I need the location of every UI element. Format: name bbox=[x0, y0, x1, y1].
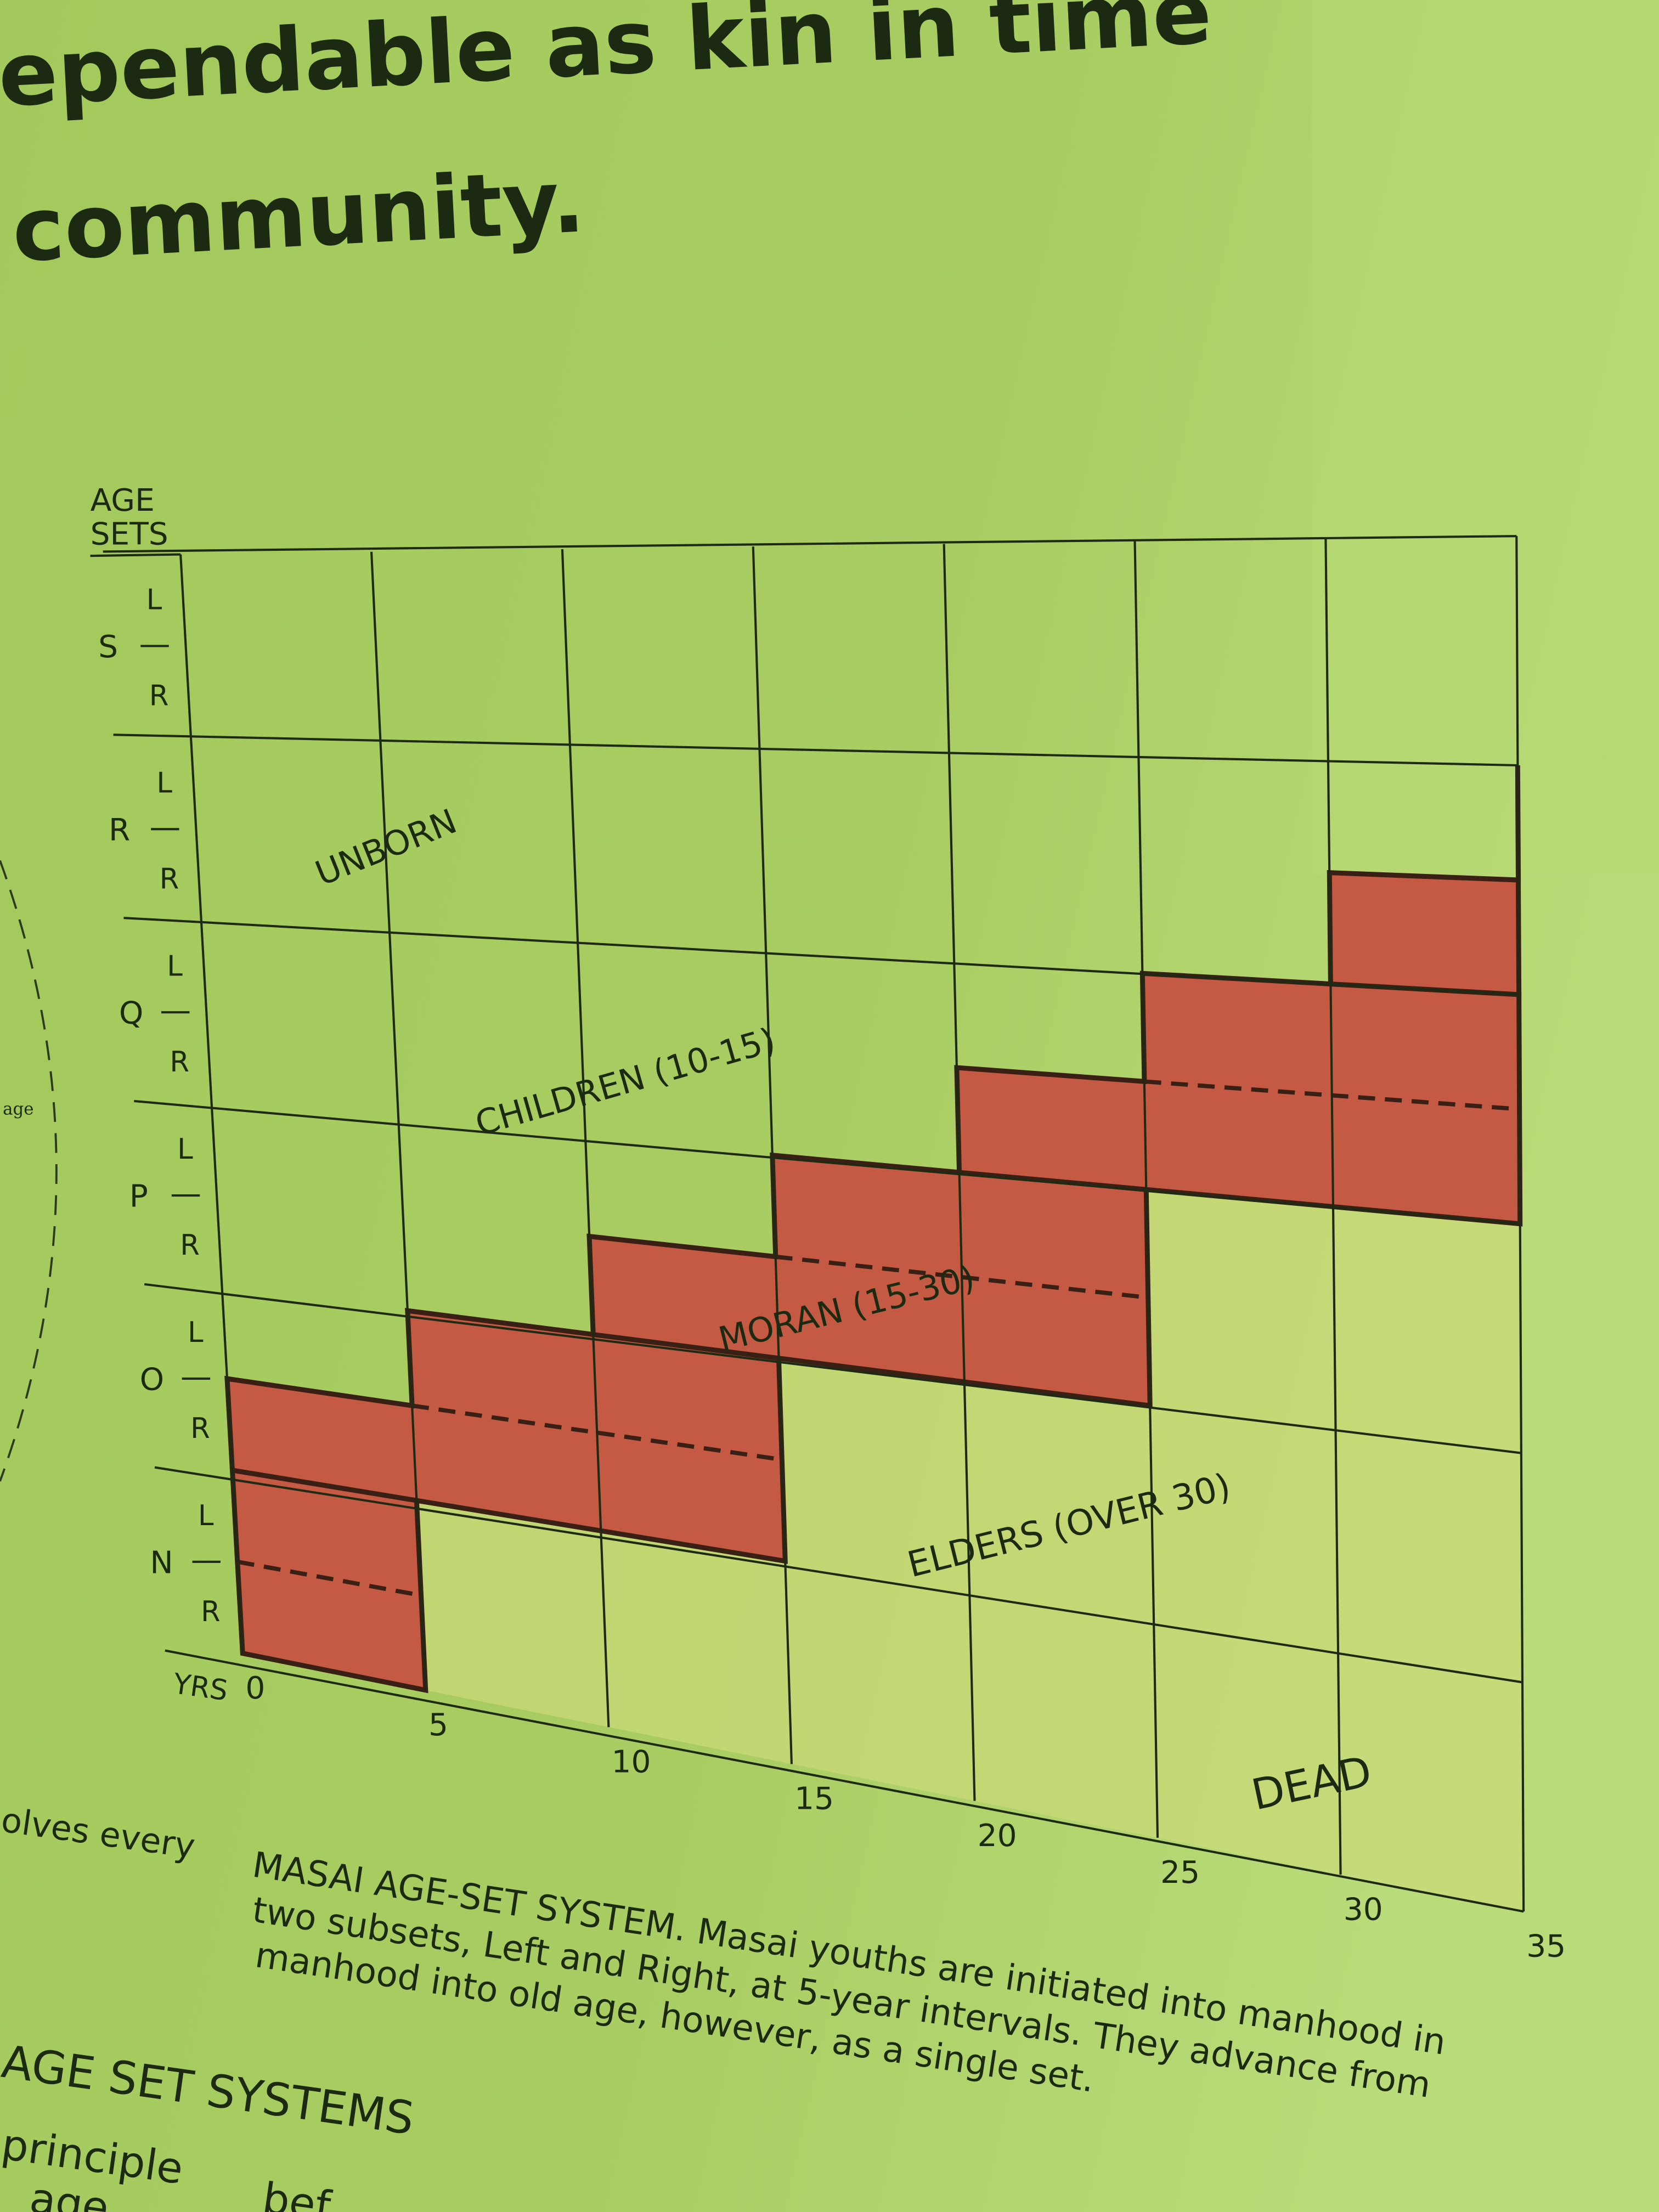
x-tick-label: 0 bbox=[245, 1670, 265, 1706]
grid-horizontal bbox=[123, 917, 1519, 996]
subset-label: R bbox=[170, 1046, 189, 1079]
grid-horizontal bbox=[113, 733, 1518, 767]
moran-divider bbox=[237, 1559, 422, 1598]
age-set-label: Q bbox=[119, 995, 144, 1031]
subset-label: L bbox=[156, 767, 172, 800]
x-tick-label: 20 bbox=[978, 1818, 1017, 1854]
grid-horizontal bbox=[154, 1466, 1523, 1684]
subset-label: R bbox=[201, 1595, 221, 1628]
grid-horizontal bbox=[165, 1649, 1524, 1913]
subset-label: R bbox=[160, 862, 179, 895]
grid-horizontal bbox=[144, 1283, 1522, 1454]
subset-label: R bbox=[190, 1412, 210, 1445]
x-tick-label: 30 bbox=[1344, 1891, 1383, 1927]
axis-line bbox=[90, 553, 181, 557]
subset-label: L bbox=[146, 584, 162, 617]
age-set-label: P bbox=[129, 1178, 148, 1215]
age-set-label: O bbox=[140, 1362, 165, 1398]
subset-label: R bbox=[180, 1229, 200, 1262]
reflection bbox=[1312, 0, 1659, 875]
subset-label: L bbox=[167, 950, 183, 983]
axis-title: SETS bbox=[91, 516, 168, 552]
x-tick-label: 15 bbox=[794, 1781, 834, 1817]
grid-horizontal bbox=[134, 1099, 1520, 1225]
moran-divider bbox=[775, 1254, 1149, 1300]
side-text: age bbox=[3, 1099, 33, 1119]
subset-label: L bbox=[198, 1499, 214, 1532]
axis-title: AGE bbox=[91, 482, 155, 518]
age-set-label: S bbox=[98, 629, 118, 665]
age-set-label: R bbox=[109, 812, 130, 848]
subset-label: L bbox=[177, 1133, 193, 1166]
elder-zone bbox=[416, 1500, 1524, 1912]
x-tick-label: 35 bbox=[1526, 1928, 1566, 1965]
x-tick-label: 10 bbox=[612, 1743, 651, 1780]
grid-horizontal bbox=[103, 535, 1517, 553]
side-arc bbox=[0, 860, 58, 1482]
age-set-label: N bbox=[150, 1544, 173, 1581]
subset-label: R bbox=[149, 680, 169, 713]
moran-divider bbox=[411, 1403, 782, 1462]
grid-vertical bbox=[179, 554, 244, 1654]
x-tick-label: 25 bbox=[1160, 1854, 1200, 1891]
x-axis-label: YRS bbox=[171, 1667, 230, 1707]
subset-label: L bbox=[188, 1316, 204, 1349]
x-tick-label: 5 bbox=[428, 1707, 448, 1743]
